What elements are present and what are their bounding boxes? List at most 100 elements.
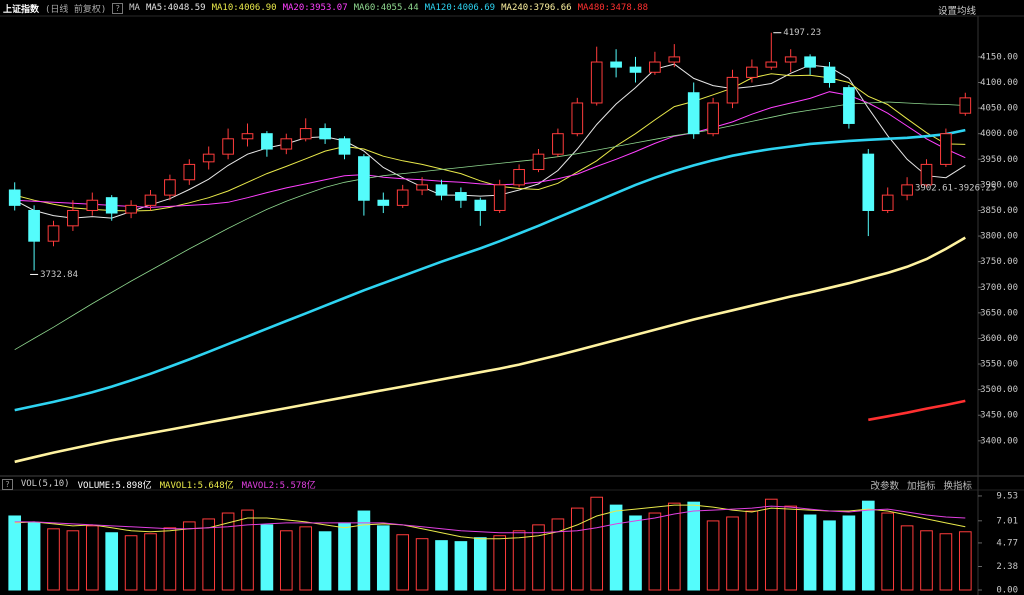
volume-bar [105, 532, 119, 591]
ma-line [868, 399, 966, 422]
y-tick-label: 3900.00 [980, 180, 1018, 190]
ma-legend: MA120:4006.69 [424, 3, 496, 13]
candle-body [843, 87, 855, 124]
candle-body [358, 156, 370, 201]
mavol-line [14, 505, 966, 534]
volume-bar [182, 521, 196, 591]
candle-body [164, 179, 176, 196]
ma-line [14, 101, 966, 351]
volume-bar [473, 537, 487, 591]
y-tick-label: 4000.00 [980, 129, 1018, 139]
candle-body [629, 66, 642, 73]
volume-bar [318, 531, 332, 591]
volume-bar [8, 515, 22, 591]
y-tick-label: 3800.00 [980, 232, 1018, 242]
volume-bar [415, 538, 429, 591]
volume-bar [299, 526, 313, 591]
candle-body [86, 199, 99, 211]
volume-bar [803, 514, 817, 591]
mavol-legend: MAVOL1:5.648亿 [159, 480, 234, 491]
volume-bar [764, 498, 778, 591]
y-tick-label: 9.53 [996, 491, 1018, 501]
candle-body [746, 66, 758, 78]
y-tick-label: 3750.00 [980, 257, 1018, 267]
help-icon[interactable]: ? [2, 478, 13, 490]
candle-body [901, 184, 913, 196]
volume-bar [221, 512, 235, 591]
candle-body [513, 169, 525, 186]
volume-bar [66, 530, 80, 591]
candle-body [959, 97, 972, 114]
candle-body [319, 128, 331, 140]
volume-bar [900, 525, 914, 591]
candle-body [784, 56, 797, 63]
ma-line [14, 91, 966, 208]
toolbar-button[interactable]: 加指标 [906, 481, 936, 492]
volume-label: VOLUME:5.898亿 [77, 480, 152, 491]
ma-legend: MA5:4048.59 [145, 3, 206, 13]
ma-legend: MA10:4006.90 [211, 3, 277, 13]
volume-bar [396, 534, 410, 591]
y-tick-label: 3700.00 [980, 283, 1018, 293]
y-tick-label: 3500.00 [980, 385, 1018, 395]
ma-line [14, 236, 966, 464]
volume-bar [648, 512, 662, 591]
volume-bar [939, 533, 953, 591]
candle-body [338, 138, 351, 155]
y-tick-label: 3950.00 [980, 155, 1018, 165]
candle-body [144, 194, 157, 206]
toolbar-button[interactable]: 改参数 [870, 481, 899, 492]
volume-bar [124, 535, 138, 591]
candle-body [67, 209, 79, 227]
y-tick-label: 3450.00 [980, 411, 1018, 421]
candle-body [183, 163, 196, 181]
volume-bar [532, 524, 545, 591]
candle-body [823, 66, 836, 83]
candle-body [474, 199, 487, 211]
volume-bar [745, 510, 759, 591]
candle-body [455, 192, 467, 201]
candle-body [493, 184, 506, 211]
candle-body [552, 133, 564, 155]
y-tick-label: 2.38 [996, 562, 1018, 572]
y-tick-label: 3600.00 [980, 334, 1018, 344]
y-tick-label: 7.01 [996, 516, 1018, 526]
header: 上证指数 (日线 前复权) ? MA MA5:4048.59 MA10:4006.… [0, 0, 1024, 16]
high-label: 4197.23 [783, 28, 821, 38]
candle-body [222, 138, 234, 155]
candle-body [707, 102, 719, 135]
volume-bar [163, 527, 177, 591]
candle-body [105, 197, 118, 214]
range-annotation: 3902.61-3926.25 [915, 184, 996, 194]
low-label: 3732.84 [40, 270, 78, 280]
candle-body [649, 61, 661, 73]
candle-body [726, 76, 739, 104]
candle-body [125, 204, 137, 214]
toolbar-button[interactable]: 换指标 [943, 481, 972, 492]
candle-body [47, 225, 60, 242]
candle-body [396, 189, 409, 206]
candle-body [435, 184, 448, 196]
y-tick-label: 3550.00 [980, 360, 1018, 370]
volume-title: VOL(5,10) [20, 479, 70, 489]
volume-bar [279, 530, 293, 591]
candle-body [28, 209, 40, 242]
volume-bar [687, 501, 701, 591]
y-tick-label: 4100.00 [980, 78, 1018, 88]
volume-bar [85, 525, 99, 591]
y-tick-label: 3850.00 [980, 206, 1018, 216]
candle-body [881, 194, 894, 211]
ma-line [14, 128, 966, 412]
candle-body [610, 61, 622, 68]
volume-bar [920, 530, 933, 591]
settings-button[interactable]: 设置均线 [937, 6, 976, 17]
mavol-legend: MAVOL2:5.578亿 [241, 480, 316, 491]
ma-legend: MA480:3478.88 [577, 3, 649, 13]
volume-bar [784, 505, 798, 591]
volume-bar [338, 522, 351, 591]
volume-bar [493, 535, 507, 591]
help-icon[interactable]: ? [112, 2, 124, 14]
volume-bar [881, 512, 895, 591]
